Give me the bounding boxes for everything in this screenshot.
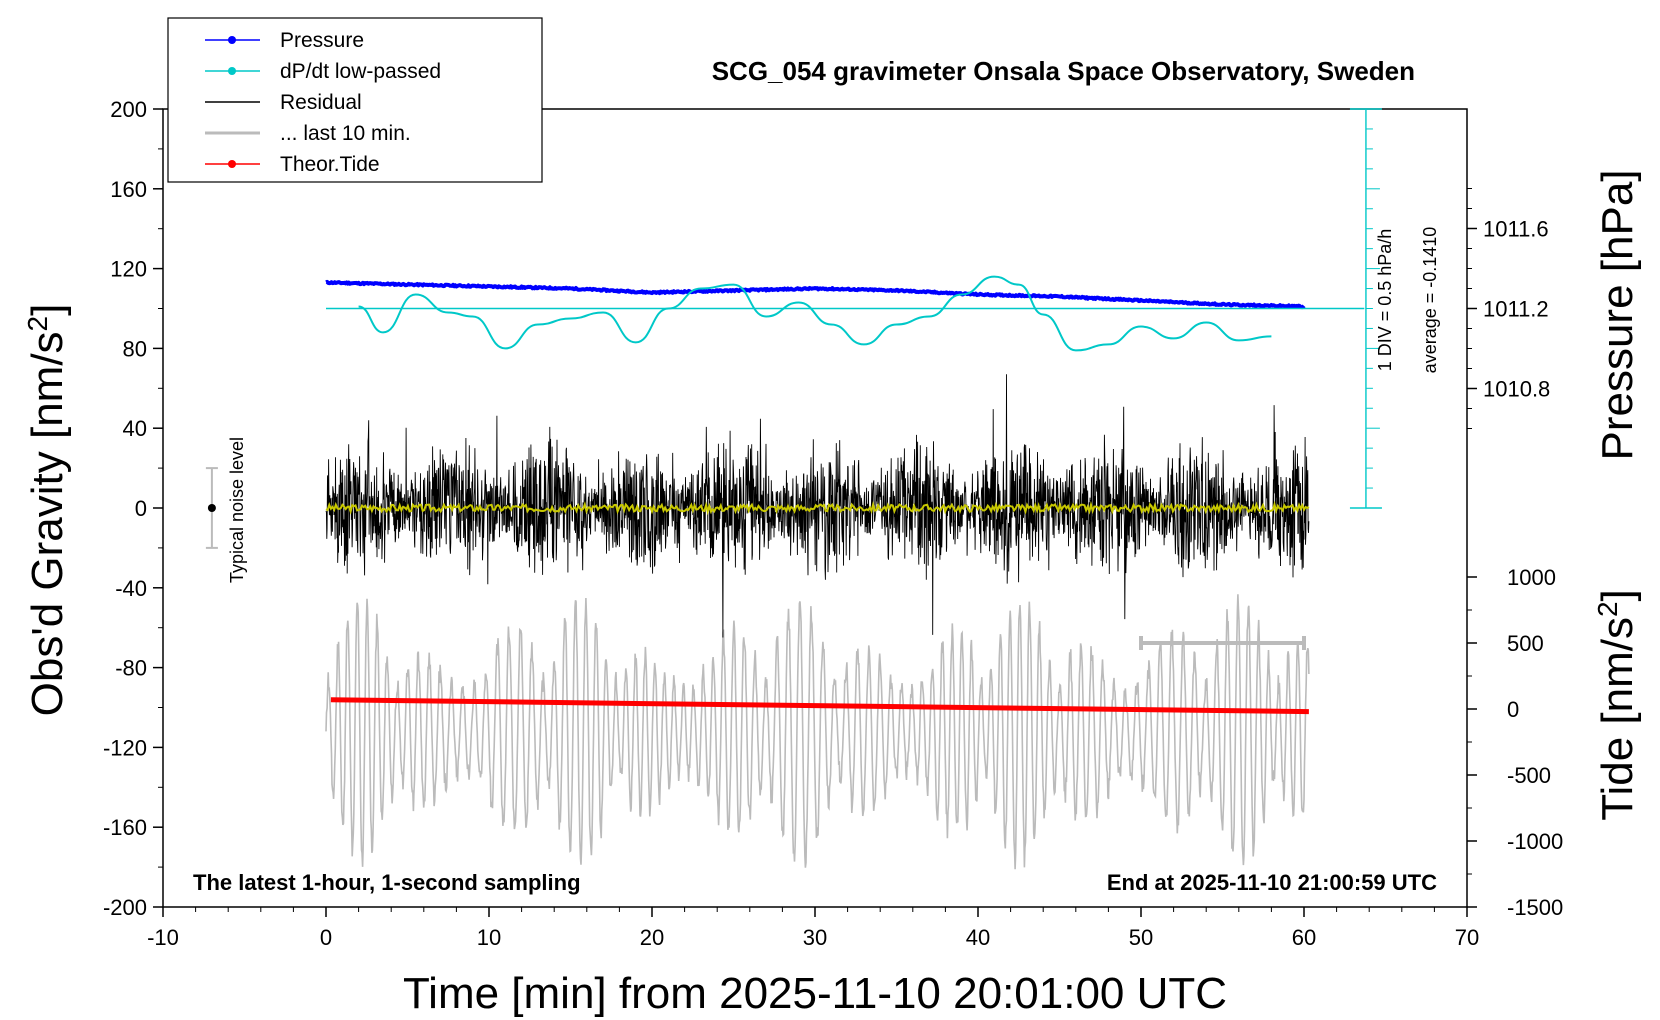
series-residual-lowpass (325, 500, 1310, 516)
x-tick-label: 40 (966, 925, 990, 950)
chart-title: SCG_054 gravimeter Onsala Space Observat… (712, 56, 1415, 86)
dpdt-average-label: average = -0.1410 (1420, 227, 1440, 374)
legend-swatch-marker (228, 67, 236, 75)
series-dpdt (358, 275, 1272, 352)
y-tick-label: -120 (103, 735, 147, 760)
y-tick-label: 120 (110, 257, 147, 282)
y-tick-label: -160 (103, 815, 147, 840)
legend-label: Theor.Tide (280, 153, 380, 176)
y-axis-title-tide: Tide [nm/s2] (1592, 589, 1643, 821)
pressure-tick-label: 1010.8 (1483, 377, 1550, 402)
legend-box (167, 17, 543, 183)
legend: Pressure dP/dt low-passed Residual ... last… (167, 17, 543, 183)
series-last-10-min (325, 594, 1310, 870)
y-tick-label: -80 (115, 656, 147, 681)
x-tick-label: 70 (1455, 925, 1479, 950)
tide-tick-label: 500 (1507, 631, 1544, 656)
legend-items: Pressure dP/dt low-passed Residual ... last… (205, 29, 441, 176)
dpdt-scale (1349, 108, 1382, 509)
x-tick-label: 30 (803, 925, 827, 950)
x-tick-label: 10 (477, 925, 501, 950)
series-residual (325, 374, 1310, 638)
x-axis-title: Time [min] from 2025-11-10 20:01:00 UTC (403, 969, 1227, 1018)
x-tick-label: 0 (320, 925, 332, 950)
x-tick-label: 50 (1129, 925, 1153, 950)
noise-point (207, 504, 216, 512)
y-tick-label: 160 (110, 177, 147, 202)
tide-tick-label: 0 (1507, 697, 1519, 722)
y-tick-label: 80 (123, 336, 147, 361)
series-pressure (325, 279, 1306, 310)
tide-tick-label: -1500 (1507, 895, 1563, 920)
noise-level-label: Typical noise level (227, 437, 247, 583)
y-tick-label: -40 (115, 576, 147, 601)
legend-label: Residual (280, 91, 362, 114)
dpdt-div-label: 1 DIV = 0.5 hPa/h (1375, 229, 1395, 372)
y-axis-title-left: Obs'd Gravity [nm/s2] (22, 304, 73, 717)
note-sampling: The latest 1-hour, 1-second sampling (193, 870, 581, 895)
y-tick-label: -200 (103, 895, 147, 920)
x-tick-label: 60 (1292, 925, 1316, 950)
tide-tick-label: 1000 (1507, 565, 1556, 590)
y-tick-label: 0 (135, 496, 147, 521)
y-tick-label: 200 (110, 97, 147, 122)
y-tick-label: 40 (123, 416, 147, 441)
legend-label: ... last 10 min. (280, 122, 411, 145)
axes-layer: -10 0 10 20 30 40 50 60 70 -200 -160 -120 -80 -40 0 40 8… (103, 97, 1563, 950)
note-end-time: End at 2025-11-10 21:00:59 UTC (1107, 870, 1437, 895)
y-axis-title-pressure: Pressure [hPa] (1593, 169, 1642, 460)
tide-tick-label: -1000 (1507, 829, 1563, 854)
legend-label: Pressure (280, 29, 364, 52)
x-tick-label: 20 (640, 925, 664, 950)
legend-label: dP/dt low-passed (280, 60, 441, 83)
x-tick-label: -10 (147, 925, 179, 950)
series-layer (205, 275, 1365, 870)
legend-swatch-marker (228, 36, 236, 44)
pressure-tick-label: 1011.2 (1483, 297, 1549, 322)
tide-tick-label: -500 (1507, 763, 1551, 788)
pressure-tick-label: 1011.6 (1483, 217, 1549, 242)
series-theor-tide (330, 697, 1309, 715)
legend-swatch-marker (228, 160, 236, 168)
